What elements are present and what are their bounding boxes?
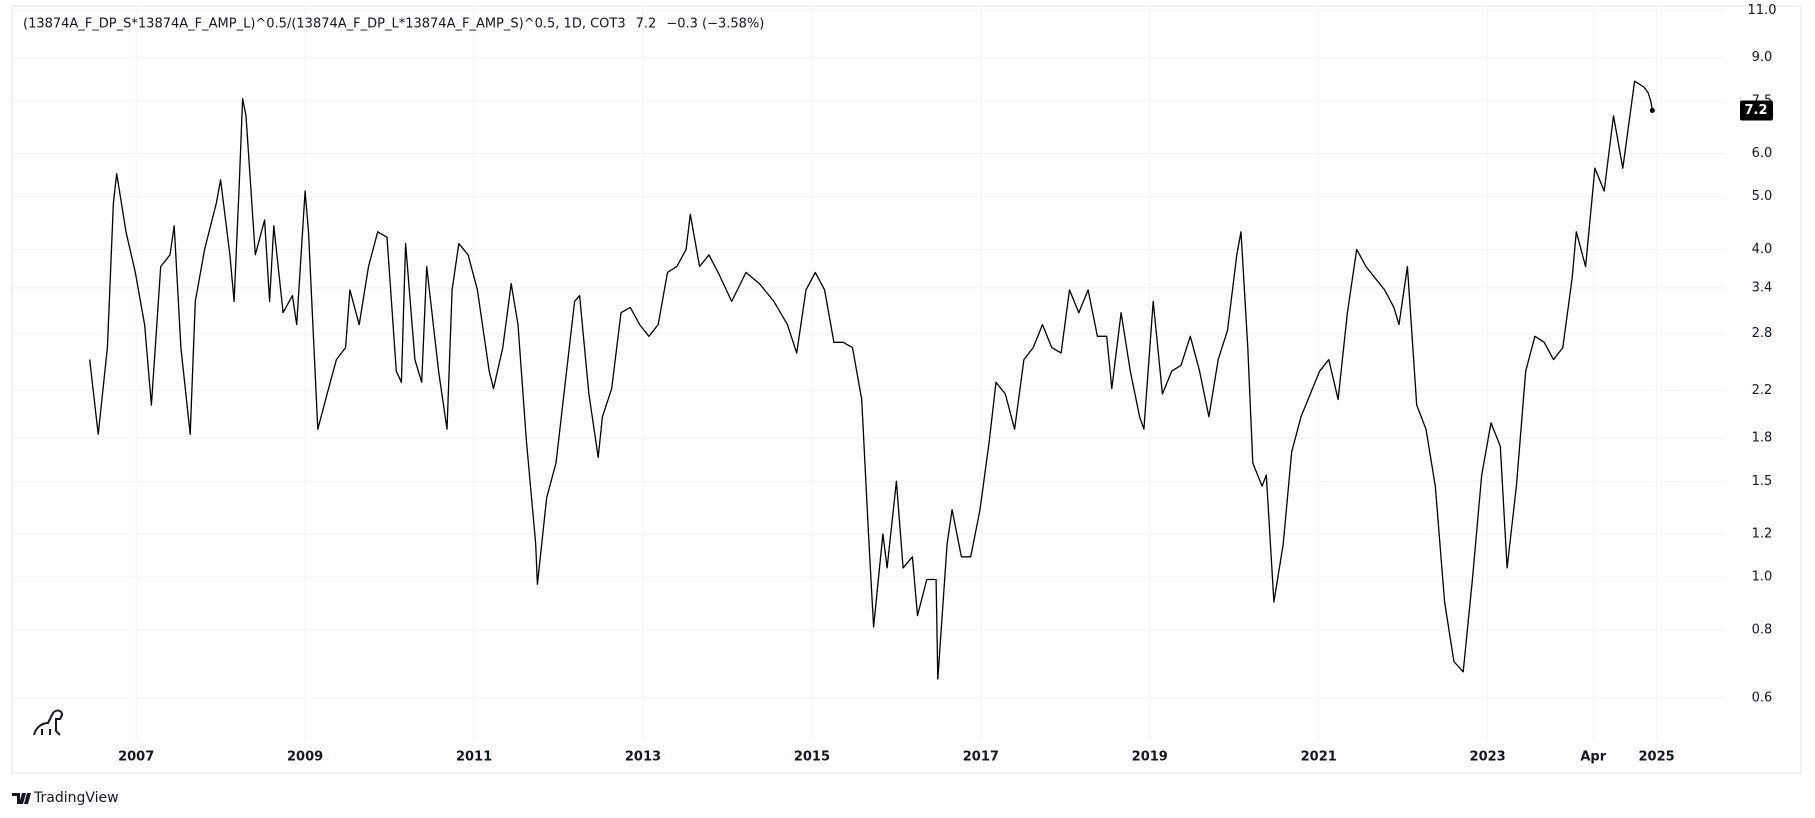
x-tick-label: Apr	[1580, 750, 1606, 765]
y-tick-label: 2.2	[1752, 383, 1773, 398]
branding: TradingView	[33, 790, 119, 806]
x-tick-label: 2011	[456, 750, 492, 765]
x-tick-label: 2015	[794, 750, 830, 765]
x-tick-label: 2025	[1638, 750, 1674, 765]
price-tag	[1740, 100, 1773, 121]
y-tick-label: 2.8	[1752, 326, 1773, 341]
x-tick-label: 2017	[963, 750, 999, 765]
x-tick-label: 2019	[1132, 750, 1168, 765]
chart-frame	[11, 5, 1802, 774]
x-tick-label: 2023	[1470, 750, 1506, 765]
brand-logo	[12, 793, 31, 804]
plot	[89, 80, 1655, 680]
y-tick-label: 9.0	[1752, 50, 1773, 65]
last-value: 7.2	[636, 17, 657, 32]
price-tag-label: 7.2	[1744, 103, 1767, 118]
logo-icon	[33, 709, 64, 736]
y-tick-label: 0.8	[1752, 622, 1773, 637]
x-tick-label: 2021	[1301, 750, 1337, 765]
y-tick-label: 1.0	[1752, 570, 1773, 585]
y-tick-label: 5.0	[1752, 189, 1773, 204]
y-tick-label: 0.6	[1752, 690, 1773, 705]
x-tick-label: 2009	[287, 750, 323, 765]
axes: 0.60.81.01.21.51.82.22.83.44.05.06.07.59…	[118, 3, 1776, 765]
y-tick-label: 11.0	[1748, 3, 1777, 18]
y-tick-label: 6.0	[1752, 146, 1773, 161]
y-tick-label: 1.2	[1752, 527, 1773, 542]
x-tick-label: 2007	[118, 750, 154, 765]
x-tick-label: 2013	[625, 750, 661, 765]
y-tick-label: 4.0	[1752, 242, 1773, 257]
last-point	[1649, 107, 1655, 113]
change-label: −0.3 (−3.58%)	[666, 17, 764, 32]
y-tick-label: 3.4	[1752, 280, 1773, 295]
grid	[12, 6, 1725, 741]
y-tick-label: 1.5	[1752, 474, 1773, 489]
chart-title: (13874A_F_DP_S*13874A_F_AMP_L)^0.5/(1387…	[23, 17, 626, 32]
y-tick-label: 1.8	[1752, 431, 1773, 446]
series-line	[89, 80, 1654, 680]
